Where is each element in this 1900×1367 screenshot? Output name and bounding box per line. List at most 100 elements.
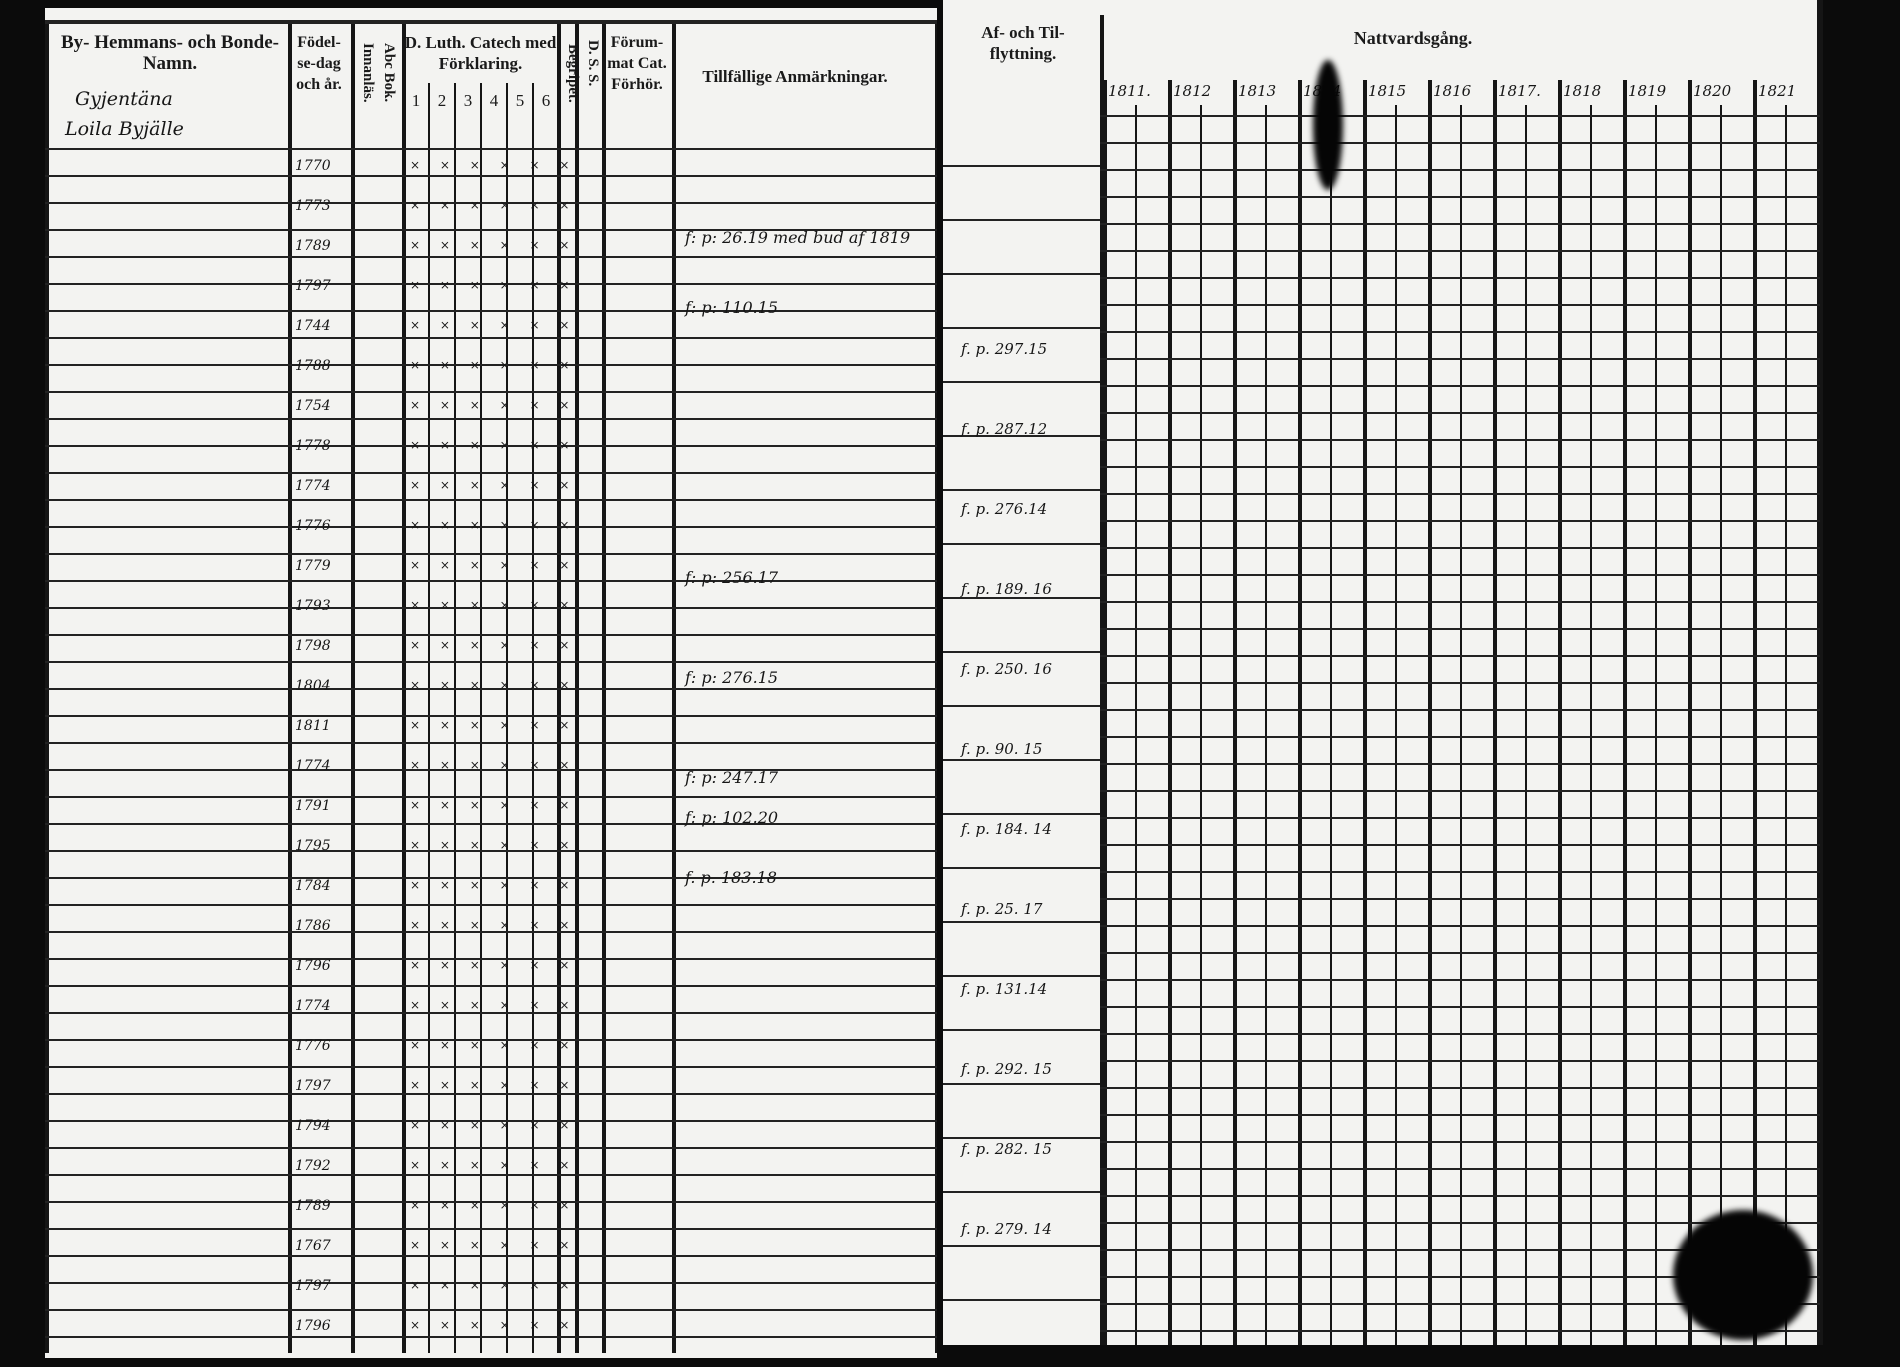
row-rule — [1100, 925, 1820, 927]
page-edge — [1817, 0, 1823, 1345]
year-column-rule — [1168, 80, 1172, 1345]
row-rule — [45, 985, 937, 987]
catechism-marks: × × × × × × — [410, 1318, 578, 1332]
row-rule — [45, 526, 937, 528]
header-begripet: Begripet. — [565, 43, 581, 103]
row-rule — [45, 1066, 937, 1068]
row-rule — [943, 705, 1100, 707]
row-rule — [1100, 736, 1820, 738]
header-abc-book: Abc Bok. Innanläs. — [360, 43, 397, 103]
catechism-marks: × × × × × × — [410, 558, 578, 572]
row-rule — [45, 1282, 937, 1284]
catechism-marks: × × × × × × — [410, 158, 578, 172]
row-rule — [1100, 223, 1820, 225]
catechism-marks: × × × × × × — [410, 1278, 578, 1292]
row-rule — [943, 1083, 1100, 1085]
row-rule — [1100, 1303, 1820, 1305]
row-rule — [45, 337, 937, 339]
row-rule — [1100, 169, 1820, 171]
row-rule — [943, 219, 1100, 221]
catechism-marks: × × × × × × — [410, 518, 578, 532]
row-rule — [45, 175, 937, 177]
row-rule — [45, 256, 937, 258]
row-rule — [45, 607, 937, 609]
row-rule — [45, 391, 937, 393]
row-rule — [45, 1228, 937, 1230]
row-rule — [45, 1201, 937, 1203]
catechism-subcolumn-rule — [480, 83, 482, 1353]
year-column-rule — [1298, 80, 1302, 1345]
catechism-marks: × × × × × × — [410, 998, 578, 1012]
year-label: 1813 — [1238, 82, 1277, 100]
row-rule — [45, 661, 937, 663]
catechism-marks: × × × × × × — [410, 1118, 578, 1132]
row-rule — [45, 1120, 937, 1122]
birth-year: 1788 — [295, 358, 331, 374]
move-note: f. p. 184. 14 — [961, 820, 1052, 838]
half-year-rule — [1460, 105, 1462, 1345]
handwritten-farm: Loila Byjälle — [65, 118, 184, 140]
catechism-marks: × × × × × × — [410, 798, 578, 812]
column-rule — [1100, 15, 1104, 1345]
row-rule — [1100, 358, 1820, 360]
catechism-marks: × × × × × × — [410, 838, 578, 852]
row-rule — [943, 1137, 1100, 1139]
row-rule — [1100, 790, 1820, 792]
move-note: f. p. 131.14 — [961, 980, 1048, 998]
row-rule — [1100, 601, 1820, 603]
year-column-rule — [1233, 80, 1237, 1345]
remark-note: f: p: 102.20 — [685, 808, 779, 827]
row-rule — [1100, 196, 1820, 198]
row-rule — [45, 202, 937, 204]
catechism-number: 5 — [515, 91, 525, 110]
birth-year: 1793 — [295, 598, 331, 614]
birth-year: 1796 — [295, 1318, 331, 1334]
row-rule — [45, 688, 937, 690]
row-rule — [1100, 1168, 1820, 1170]
birth-year: 1789 — [295, 1198, 331, 1214]
header-dss: D. S. S. — [585, 39, 601, 87]
birth-year: 1774 — [295, 478, 331, 494]
catechism-marks: × × × × × × — [410, 758, 578, 772]
row-rule — [1100, 412, 1820, 414]
row-rule — [1100, 1141, 1820, 1143]
birth-year: 1798 — [295, 638, 331, 654]
row-rule — [1100, 1249, 1820, 1251]
catechism-marks: × × × × × × — [410, 438, 578, 452]
year-label: 1812 — [1173, 82, 1212, 100]
row-rule — [45, 499, 937, 501]
half-year-rule — [1395, 105, 1397, 1345]
move-note: f. p. 282. 15 — [961, 1140, 1052, 1158]
row-rule — [943, 651, 1100, 653]
birth-year: 1754 — [295, 398, 331, 414]
row-rule — [1100, 628, 1820, 630]
remark-note: f: p: 276.15 — [685, 668, 779, 687]
year-column-rule — [1753, 80, 1757, 1345]
row-rule — [45, 472, 937, 474]
header-forum: Förum- mat Cat. Förhör. — [607, 34, 667, 93]
row-rule — [45, 229, 937, 231]
year-column-rule — [1363, 80, 1367, 1345]
row-rule — [1100, 115, 1820, 117]
year-label: 1816 — [1433, 82, 1472, 100]
row-rule — [943, 1245, 1100, 1247]
row-rule — [45, 850, 937, 852]
row-rule — [943, 759, 1100, 761]
birth-year: 1784 — [295, 878, 331, 894]
row-rule — [45, 742, 937, 744]
year-label: 1817. — [1498, 82, 1541, 100]
row-rule — [1100, 1006, 1820, 1008]
catechism-subcolumn-rule — [532, 83, 534, 1353]
row-rule — [45, 1039, 937, 1041]
birth-year: 1794 — [295, 1118, 331, 1134]
birth-year: 1797 — [295, 1078, 331, 1094]
catechism-marks: × × × × × × — [410, 278, 578, 292]
row-rule — [1100, 709, 1820, 711]
move-note: f. p. 292. 15 — [961, 1060, 1052, 1078]
row-rule — [45, 904, 937, 906]
move-note: f. p. 279. 14 — [961, 1220, 1052, 1238]
row-rule — [45, 1012, 937, 1014]
row-rule — [1100, 1114, 1820, 1116]
row-rule — [1100, 1060, 1820, 1062]
top-rule — [45, 20, 937, 24]
